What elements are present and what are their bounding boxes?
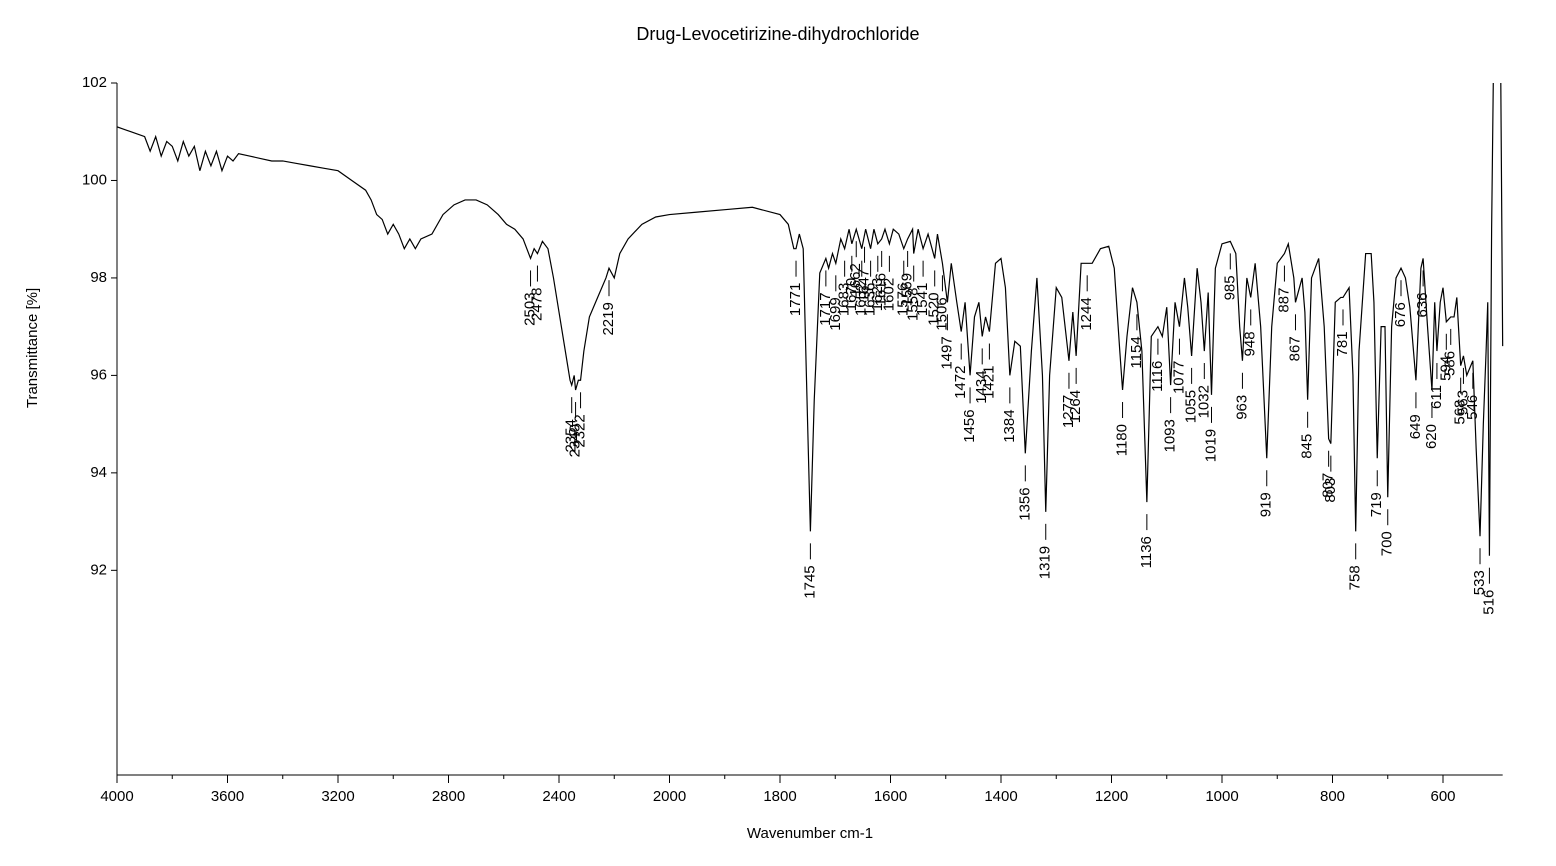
- peak-label: 919: [1258, 492, 1275, 517]
- peak-label: 1569: [899, 273, 916, 306]
- peak-label: 1506: [933, 297, 950, 330]
- peak-label: 2340: [567, 424, 584, 457]
- peak-label: 676: [1392, 302, 1409, 327]
- peak-label: 1319: [1037, 546, 1054, 579]
- peak-label: 1456: [961, 409, 978, 442]
- peak-label: 1771: [787, 283, 804, 316]
- peak-label: 611: [1428, 385, 1445, 409]
- peak-label: 533: [1471, 570, 1488, 595]
- peak-label: 1472: [952, 366, 969, 399]
- peak-label: 700: [1379, 531, 1396, 556]
- peak-label: 1093: [1162, 419, 1179, 452]
- peak-label: 1652: [853, 283, 870, 316]
- peak-label: 1670: [843, 278, 860, 311]
- peak-label: 1699: [827, 297, 844, 330]
- peak-label: 620: [1423, 424, 1440, 449]
- peak-label: 887: [1275, 288, 1292, 313]
- peak-label: 1745: [801, 565, 818, 598]
- peak-label: 2219: [600, 302, 617, 335]
- peak-label: 594: [1437, 356, 1454, 381]
- peak-label: 1384: [1001, 409, 1018, 442]
- peak-label: 1434: [973, 370, 990, 403]
- y-tick-label: 92: [90, 561, 107, 578]
- peak-label: 568: [1452, 400, 1469, 425]
- peak-label: 1662: [847, 263, 864, 296]
- peak-label: 1180: [1114, 424, 1131, 456]
- peak-label: 1497: [938, 336, 955, 369]
- x-tick-label: 1200: [1095, 788, 1128, 805]
- x-tick-label: 600: [1430, 788, 1455, 805]
- peak-label: 948: [1242, 331, 1259, 356]
- x-tick-label: 2000: [653, 788, 686, 805]
- chart-title: Drug-Levocetirizine-dihydrochloride: [636, 24, 919, 44]
- peak-label: 516: [1480, 590, 1497, 615]
- peak-label: 807: [1320, 473, 1337, 498]
- peak-label: 1520: [926, 292, 943, 325]
- peak-label: 1717: [817, 292, 834, 325]
- peak-label: 803: [1322, 478, 1339, 503]
- peak-label: 985: [1221, 275, 1238, 300]
- x-tick-label: 2800: [432, 788, 465, 805]
- y-tick-label: 96: [90, 366, 107, 383]
- peak-label: 563: [1454, 390, 1471, 415]
- peak-label: 1032: [1195, 385, 1212, 418]
- peak-label: 1636: [862, 283, 879, 316]
- peak-label: 2322: [572, 414, 589, 447]
- peak-label: 845: [1299, 434, 1316, 459]
- peak-label: 636: [1414, 292, 1431, 317]
- x-tick-label: 800: [1320, 788, 1345, 805]
- peak-label: 758: [1347, 565, 1364, 590]
- x-tick-label: 4000: [100, 788, 133, 805]
- peak-label: 1277: [1060, 395, 1077, 428]
- peak-label: 1421: [980, 366, 997, 399]
- peak-label: 1616: [873, 273, 890, 306]
- peak-label: 1136: [1138, 536, 1155, 568]
- peak-label: 2354: [563, 419, 580, 452]
- x-tick-label: 3600: [211, 788, 244, 805]
- peak-label: 546: [1464, 395, 1481, 420]
- peak-label: 586: [1442, 351, 1459, 376]
- x-tick-label: 1400: [984, 788, 1017, 805]
- y-tick-label: 100: [82, 171, 107, 188]
- peak-label: 867: [1286, 336, 1303, 361]
- y-tick-label: 102: [82, 74, 107, 91]
- x-tick-label: 2400: [542, 788, 575, 805]
- spectrum-line: [117, 83, 1504, 556]
- peak-label: 1541: [914, 283, 931, 316]
- peak-label: 649: [1407, 414, 1424, 439]
- peak-label: 1077: [1170, 361, 1187, 394]
- peak-label: 2478: [528, 288, 545, 321]
- peak-label: 2503: [522, 292, 539, 325]
- y-tick-label: 98: [90, 269, 107, 286]
- peak-label: 1154: [1128, 336, 1145, 368]
- peak-label: 963: [1233, 395, 1250, 420]
- peak-label: 1019: [1202, 429, 1219, 462]
- peak-label: 1576: [895, 283, 912, 316]
- peak-label: 1244: [1078, 297, 1095, 330]
- plot-area: [117, 83, 1504, 556]
- x-tick-label: 1000: [1205, 788, 1238, 805]
- y-tick-label: 94: [90, 464, 107, 481]
- y-axis-label: Transmittance [%]: [24, 288, 41, 408]
- peak-label: 719: [1368, 492, 1385, 517]
- x-tick-label: 1800: [763, 788, 796, 805]
- x-axis-label: Wavenumber cm-1: [747, 825, 873, 842]
- peak-label: 781: [1334, 331, 1351, 356]
- peak-label: 1558: [905, 288, 922, 321]
- peak-label: 1683: [836, 283, 853, 316]
- peak-label: 1356: [1016, 487, 1033, 520]
- x-tick-label: 3200: [321, 788, 354, 805]
- peak-label: 1602: [880, 278, 897, 311]
- peak-label: 1647: [856, 269, 873, 302]
- peak-label: 1116: [1149, 361, 1166, 392]
- peak-label: 1623: [869, 278, 886, 311]
- peak-label: 1055: [1183, 390, 1200, 423]
- x-tick-label: 1600: [874, 788, 907, 805]
- peak-label: 1264: [1067, 390, 1084, 423]
